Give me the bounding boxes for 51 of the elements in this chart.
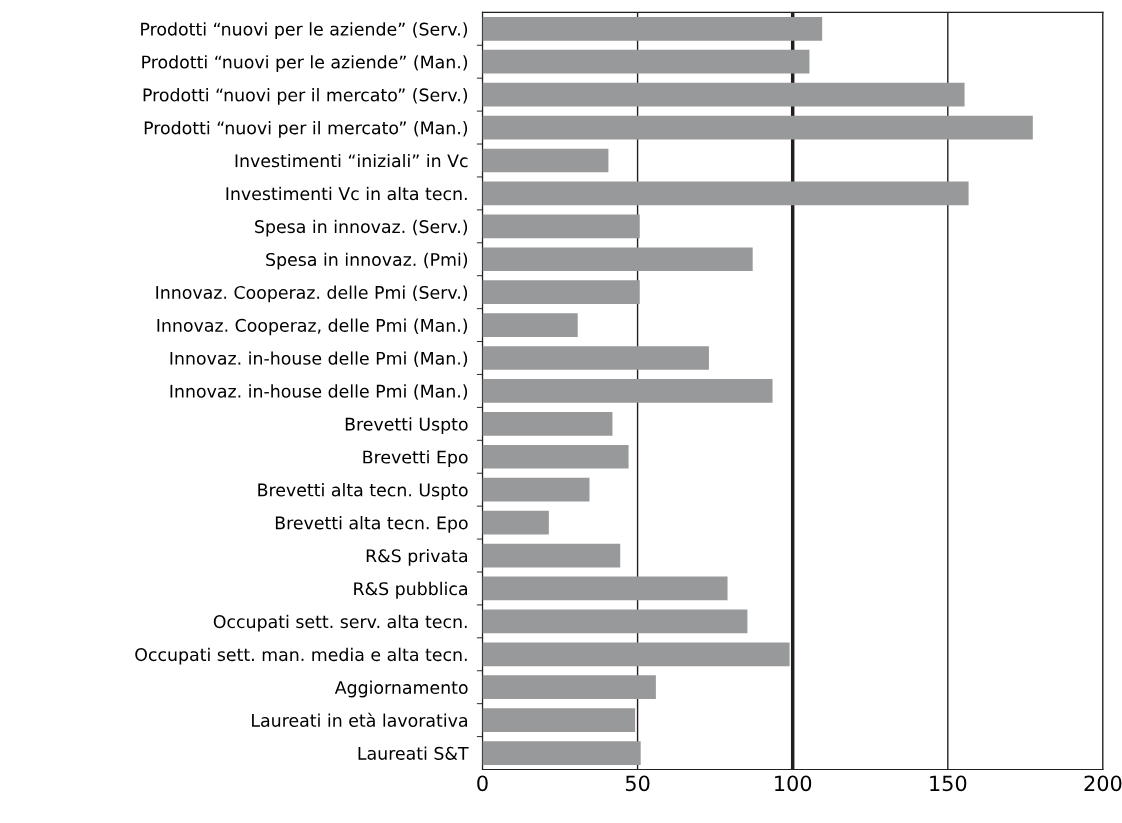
y-tick-label: Occupati sett. man. media e alta tecn. [135,647,467,665]
bar [482,510,549,535]
y-tick-label: Investimenti “iniziali” in Vc [235,153,468,168]
y-tick-label: Occupati sett. serv. alta tecn. [213,614,467,632]
y-tick-label: Innovaz. in-house delle Pmi (Man.) [170,384,468,400]
x-tick-label: 150 [930,775,967,792]
y-tick-label: Laureati S&T [358,746,469,760]
bar [482,82,965,107]
bar [482,379,773,403]
y-tick-label: Laureati in età lavorativa [252,712,467,727]
x-tick-label: 200 [1084,775,1122,792]
bar [482,16,823,41]
y-tick-label: Prodotti “nuovi per le aziende” (Man.) [142,55,468,72]
bar [482,148,609,173]
y-tick-label: Innovaz. in-house delle Pmi (Man.) [170,351,468,367]
bar [482,280,640,305]
bar [482,214,640,239]
y-tick-label: Brevetti alta tecn. Epo [275,516,468,533]
x-tick-label: 100 [775,775,812,792]
bar [482,708,636,732]
bar [482,181,969,206]
bar [482,444,629,469]
y-tick-label: R&S privata [366,548,467,566]
y-tick-label: Innovaz. Cooperaz, delle Pmi (Man.) [157,318,468,336]
bar [482,313,578,337]
x-tick-label: 0 [477,775,488,792]
y-tick-label: Prodotti “nuovi per le aziende” (Serv.) [141,22,468,40]
y-tick-label: Aggiornamento [334,680,468,698]
bar [482,115,1033,140]
bar [482,642,790,667]
x-tick-label: 50 [625,775,650,792]
y-tick-label: Prodotti “nuovi per il mercato” (Serv.) [143,88,468,105]
y-tick-label: Brevetti Epo [363,450,468,467]
bar [482,411,613,436]
bar [482,675,656,700]
y-tick-label: Prodotti “nuovi per il mercato” (Man.) [144,120,468,138]
bar [482,477,590,502]
y-tick-label: Investimenti Vc in alta tecn. [226,186,467,201]
bar [482,247,753,272]
bar [482,346,709,370]
bar [482,49,810,74]
y-tick-label: Brevetti alta tecn. Uspto [258,483,468,500]
bar [482,609,748,634]
bar [482,741,641,765]
y-tick-label: R&S pubblica [354,581,467,599]
y-tick-label: Innovaz. Cooperaz. delle Pmi (Serv.) [156,285,468,303]
bar [482,543,621,568]
y-tick-label: Spesa in innovaz. (Serv.) [255,219,468,237]
y-tick-label: Brevetti Uspto [345,417,468,435]
y-tick-label: Spesa in innovaz. (Pmi) [266,252,468,270]
bar [482,576,728,601]
